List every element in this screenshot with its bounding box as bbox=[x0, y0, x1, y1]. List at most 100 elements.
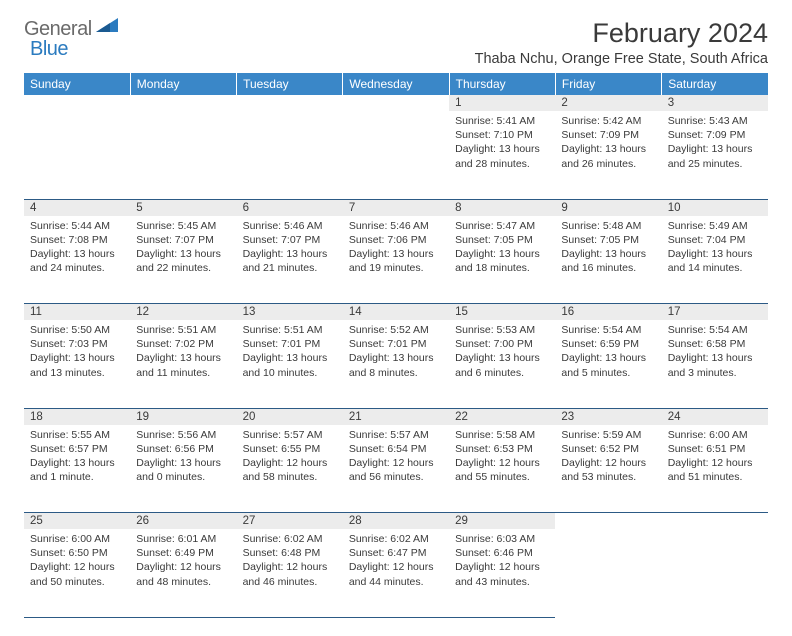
day-cell: Sunrise: 5:59 AMSunset: 6:52 PMDaylight:… bbox=[555, 425, 661, 513]
day-cell: Sunrise: 5:51 AMSunset: 7:02 PMDaylight:… bbox=[130, 320, 236, 408]
day-details: Sunrise: 5:51 AMSunset: 7:01 PMDaylight:… bbox=[237, 320, 343, 384]
day-details: Sunrise: 6:01 AMSunset: 6:49 PMDaylight:… bbox=[130, 529, 236, 593]
day-details: Sunrise: 5:57 AMSunset: 6:54 PMDaylight:… bbox=[343, 425, 449, 489]
day-number: 27 bbox=[237, 513, 343, 529]
day-number: 19 bbox=[130, 409, 236, 425]
day-cell: Sunrise: 6:01 AMSunset: 6:49 PMDaylight:… bbox=[130, 529, 236, 617]
day-number: 5 bbox=[130, 200, 236, 216]
day-details: Sunrise: 6:00 AMSunset: 6:50 PMDaylight:… bbox=[24, 529, 130, 593]
day-details: Sunrise: 5:47 AMSunset: 7:05 PMDaylight:… bbox=[449, 216, 555, 280]
day-cell: Sunrise: 5:51 AMSunset: 7:01 PMDaylight:… bbox=[237, 320, 343, 408]
month-title: February 2024 bbox=[475, 18, 768, 49]
day-number: 2 bbox=[555, 95, 661, 111]
calendar-table: Sunday Monday Tuesday Wednesday Thursday… bbox=[24, 73, 768, 618]
day-cell bbox=[343, 111, 449, 199]
day-cell: Sunrise: 6:00 AMSunset: 6:51 PMDaylight:… bbox=[662, 425, 768, 513]
day-details: Sunrise: 5:45 AMSunset: 7:07 PMDaylight:… bbox=[130, 216, 236, 280]
day-number: 6 bbox=[237, 200, 343, 216]
day-details: Sunrise: 5:59 AMSunset: 6:52 PMDaylight:… bbox=[555, 425, 661, 489]
day-number: 23 bbox=[555, 409, 661, 425]
day-cell bbox=[555, 529, 661, 617]
week-body-row: Sunrise: 5:44 AMSunset: 7:08 PMDaylight:… bbox=[24, 216, 768, 304]
day-number: 11 bbox=[24, 304, 130, 320]
day-number: 8 bbox=[449, 200, 555, 216]
day-cell: Sunrise: 5:43 AMSunset: 7:09 PMDaylight:… bbox=[662, 111, 768, 199]
day-number: 1 bbox=[449, 95, 555, 111]
day-cell bbox=[24, 111, 130, 199]
day-details: Sunrise: 6:03 AMSunset: 6:46 PMDaylight:… bbox=[449, 529, 555, 593]
day-details: Sunrise: 6:02 AMSunset: 6:48 PMDaylight:… bbox=[237, 529, 343, 593]
day-cell: Sunrise: 5:56 AMSunset: 6:56 PMDaylight:… bbox=[130, 425, 236, 513]
day-number: 29 bbox=[449, 513, 555, 529]
day-details: Sunrise: 6:00 AMSunset: 6:51 PMDaylight:… bbox=[662, 425, 768, 489]
day-number: 9 bbox=[555, 200, 661, 216]
day-number: 25 bbox=[24, 513, 130, 529]
week-body-row: Sunrise: 5:41 AMSunset: 7:10 PMDaylight:… bbox=[24, 111, 768, 199]
day-cell: Sunrise: 5:52 AMSunset: 7:01 PMDaylight:… bbox=[343, 320, 449, 408]
weekday-header: Tuesday bbox=[237, 73, 343, 95]
day-number: 4 bbox=[24, 200, 130, 216]
day-cell: Sunrise: 6:00 AMSunset: 6:50 PMDaylight:… bbox=[24, 529, 130, 617]
week-body-row: Sunrise: 6:00 AMSunset: 6:50 PMDaylight:… bbox=[24, 529, 768, 617]
day-cell: Sunrise: 5:47 AMSunset: 7:05 PMDaylight:… bbox=[449, 216, 555, 304]
day-details: Sunrise: 5:53 AMSunset: 7:00 PMDaylight:… bbox=[449, 320, 555, 384]
day-number: 26 bbox=[130, 513, 236, 529]
week-daynum-row: 11121314151617 bbox=[24, 304, 768, 321]
location-subtitle: Thaba Nchu, Orange Free State, South Afr… bbox=[475, 51, 768, 67]
day-details: Sunrise: 5:43 AMSunset: 7:09 PMDaylight:… bbox=[662, 111, 768, 175]
day-cell bbox=[130, 111, 236, 199]
day-cell: Sunrise: 5:57 AMSunset: 6:55 PMDaylight:… bbox=[237, 425, 343, 513]
day-details: Sunrise: 5:50 AMSunset: 7:03 PMDaylight:… bbox=[24, 320, 130, 384]
day-details: Sunrise: 5:41 AMSunset: 7:10 PMDaylight:… bbox=[449, 111, 555, 175]
day-number: 12 bbox=[130, 304, 236, 320]
week-body-row: Sunrise: 5:50 AMSunset: 7:03 PMDaylight:… bbox=[24, 320, 768, 408]
week-daynum-row: 123 bbox=[24, 95, 768, 111]
weekday-header: Wednesday bbox=[343, 73, 449, 95]
day-number: 21 bbox=[343, 409, 449, 425]
day-cell: Sunrise: 5:50 AMSunset: 7:03 PMDaylight:… bbox=[24, 320, 130, 408]
day-number: 28 bbox=[343, 513, 449, 529]
day-details: Sunrise: 5:54 AMSunset: 6:58 PMDaylight:… bbox=[662, 320, 768, 384]
day-details: Sunrise: 5:44 AMSunset: 7:08 PMDaylight:… bbox=[24, 216, 130, 280]
day-cell: Sunrise: 5:48 AMSunset: 7:05 PMDaylight:… bbox=[555, 216, 661, 304]
day-cell: Sunrise: 5:41 AMSunset: 7:10 PMDaylight:… bbox=[449, 111, 555, 199]
calendar-body: 123Sunrise: 5:41 AMSunset: 7:10 PMDaylig… bbox=[24, 95, 768, 617]
week-daynum-row: 2526272829 bbox=[24, 513, 768, 530]
day-cell: Sunrise: 6:02 AMSunset: 6:48 PMDaylight:… bbox=[237, 529, 343, 617]
day-cell bbox=[662, 529, 768, 617]
day-number: 3 bbox=[662, 95, 768, 111]
day-cell: Sunrise: 5:54 AMSunset: 6:58 PMDaylight:… bbox=[662, 320, 768, 408]
day-cell: Sunrise: 6:03 AMSunset: 6:46 PMDaylight:… bbox=[449, 529, 555, 617]
weekday-header: Friday bbox=[555, 73, 661, 95]
calendar-page: General February 2024 Thaba Nchu, Orange… bbox=[0, 0, 792, 636]
empty-cell bbox=[343, 95, 449, 99]
day-number: 17 bbox=[662, 304, 768, 320]
title-block: February 2024 Thaba Nchu, Orange Free St… bbox=[475, 18, 768, 67]
day-details: Sunrise: 5:42 AMSunset: 7:09 PMDaylight:… bbox=[555, 111, 661, 175]
day-details: Sunrise: 5:55 AMSunset: 6:57 PMDaylight:… bbox=[24, 425, 130, 489]
weekday-header: Thursday bbox=[449, 73, 555, 95]
day-details: Sunrise: 5:57 AMSunset: 6:55 PMDaylight:… bbox=[237, 425, 343, 489]
day-cell: Sunrise: 5:46 AMSunset: 7:06 PMDaylight:… bbox=[343, 216, 449, 304]
day-number: 14 bbox=[343, 304, 449, 320]
weekday-header: Saturday bbox=[662, 73, 768, 95]
day-details: Sunrise: 5:46 AMSunset: 7:07 PMDaylight:… bbox=[237, 216, 343, 280]
empty-cell bbox=[555, 513, 661, 517]
week-daynum-row: 45678910 bbox=[24, 199, 768, 216]
day-details: Sunrise: 5:56 AMSunset: 6:56 PMDaylight:… bbox=[130, 425, 236, 489]
day-number: 10 bbox=[662, 200, 768, 216]
day-cell: Sunrise: 5:53 AMSunset: 7:00 PMDaylight:… bbox=[449, 320, 555, 408]
day-cell: Sunrise: 5:54 AMSunset: 6:59 PMDaylight:… bbox=[555, 320, 661, 408]
weekday-header: Sunday bbox=[24, 73, 130, 95]
day-number: 13 bbox=[237, 304, 343, 320]
day-cell: Sunrise: 5:42 AMSunset: 7:09 PMDaylight:… bbox=[555, 111, 661, 199]
day-number: 22 bbox=[449, 409, 555, 425]
weekday-header: Monday bbox=[130, 73, 236, 95]
day-details: Sunrise: 5:46 AMSunset: 7:06 PMDaylight:… bbox=[343, 216, 449, 280]
empty-cell bbox=[130, 95, 236, 99]
day-cell bbox=[237, 111, 343, 199]
empty-cell bbox=[237, 95, 343, 99]
day-cell: Sunrise: 5:49 AMSunset: 7:04 PMDaylight:… bbox=[662, 216, 768, 304]
day-cell: Sunrise: 5:58 AMSunset: 6:53 PMDaylight:… bbox=[449, 425, 555, 513]
empty-cell bbox=[662, 513, 768, 517]
